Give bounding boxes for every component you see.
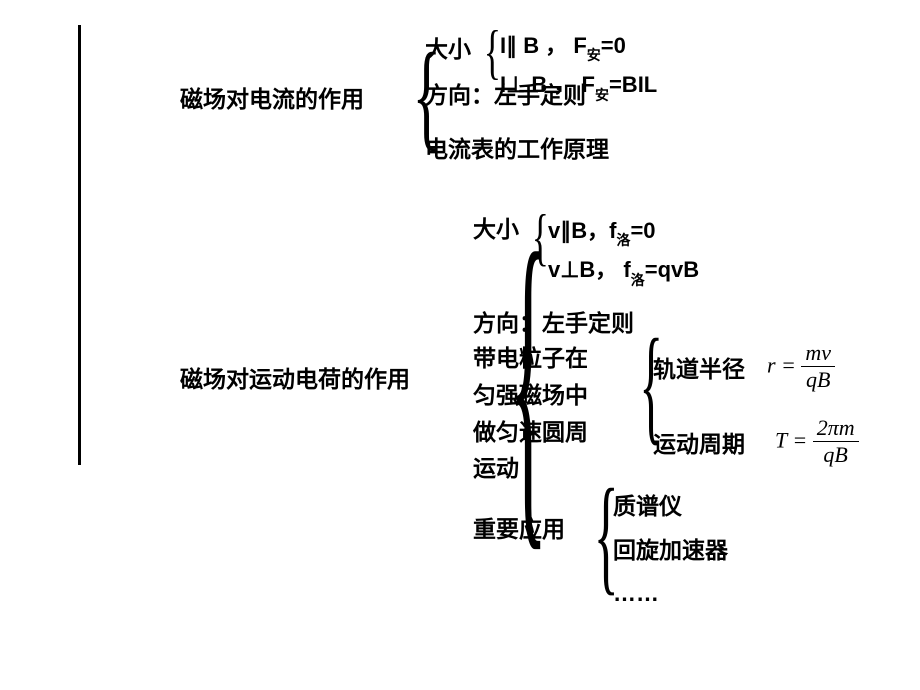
sec2-case2-b: =qvB: [645, 257, 699, 282]
sec2-case2: v⊥B， f洛=qvB: [548, 252, 699, 287]
radius-num: mv: [801, 340, 835, 367]
radius-lhs: r =: [767, 352, 801, 377]
section-charge: 磁场对运动电荷的作用: [180, 360, 410, 394]
sec2-case2-a: v⊥B， f: [548, 257, 631, 282]
sec1-case1: I∥ B ， F安=0: [500, 28, 657, 63]
brace-sec2-size: {: [532, 205, 549, 269]
sec1-case1-sub: 安: [587, 47, 601, 63]
radius-label: 轨道半径: [653, 350, 745, 384]
radius-formula: r = mv qB: [767, 340, 835, 393]
period-den: qB: [819, 442, 851, 468]
sec1-ammeter: 电流表的工作原理: [425, 130, 609, 164]
sec1-case1-a: I∥ B ， F: [500, 33, 587, 58]
radius-frac: mv qB: [801, 340, 835, 393]
sec1-case2: I⊥ B ， F安=BIL: [500, 67, 657, 102]
sec2-app-label: 重要应用: [473, 510, 565, 544]
motion-l1: 带电粒子在: [473, 340, 588, 377]
period-num: 2πm: [813, 415, 859, 442]
sec2-size-cases: v∥B，f洛=0 v⊥B， f洛=qvB: [548, 213, 699, 288]
sec2-case2-sub: 洛: [631, 272, 645, 288]
sec2-app-body: 质谱仪 回旋加速器 ……: [613, 485, 728, 616]
sec2-case1-b: =0: [630, 218, 655, 243]
radius-den: qB: [802, 367, 834, 393]
period-formula: T = 2πm qB: [775, 415, 859, 468]
sec2-size-label: 大小: [473, 210, 519, 244]
brace-sec1-size: {: [484, 22, 501, 82]
period-lhs: T =: [775, 427, 813, 452]
sec2-motion-label: 带电粒子在 匀强磁场中 做匀速圆周 运动: [473, 340, 588, 487]
period-frac: 2πm qB: [813, 415, 859, 468]
period-label: 运动周期: [653, 425, 745, 459]
sec2-motion-body: 轨道半径 r = mv qB 运动周期 T = 2πm qB: [653, 340, 859, 490]
sec2-case1: v∥B，f洛=0: [548, 213, 699, 248]
sec1-size-cases: I∥ B ， F安=0 I⊥ B ， F安=BIL: [500, 28, 657, 103]
radius-row: 轨道半径 r = mv qB: [653, 340, 859, 393]
app-item-1: 质谱仪: [613, 485, 728, 529]
sec1-size-label: 大小: [425, 30, 471, 64]
motion-l2: 匀强磁场中: [473, 377, 588, 414]
motion-l4: 运动: [473, 450, 588, 487]
motion-l3: 做匀速圆周: [473, 414, 588, 451]
period-row: 运动周期 T = 2πm qB: [653, 415, 859, 468]
section-current: 磁场对电流的作用: [180, 80, 364, 114]
app-item-3: ……: [613, 572, 728, 616]
main-vertical-line: [78, 25, 81, 465]
sec2-direction: 方向：左手定则: [473, 304, 634, 338]
sec2-case1-a: v∥B，f: [548, 218, 616, 243]
sec1-case2-sub: 安: [595, 87, 609, 103]
section1-title: 磁场对电流的作用: [180, 80, 364, 114]
sec1-case2-a: I⊥ B ， F: [500, 72, 595, 97]
sec1-case2-b: =BIL: [609, 72, 657, 97]
app-item-2: 回旋加速器: [613, 529, 728, 573]
section2-title: 磁场对运动电荷的作用: [180, 360, 410, 394]
sec1-case1-b: =0: [601, 33, 626, 58]
sec2-case1-sub: 洛: [616, 232, 630, 248]
